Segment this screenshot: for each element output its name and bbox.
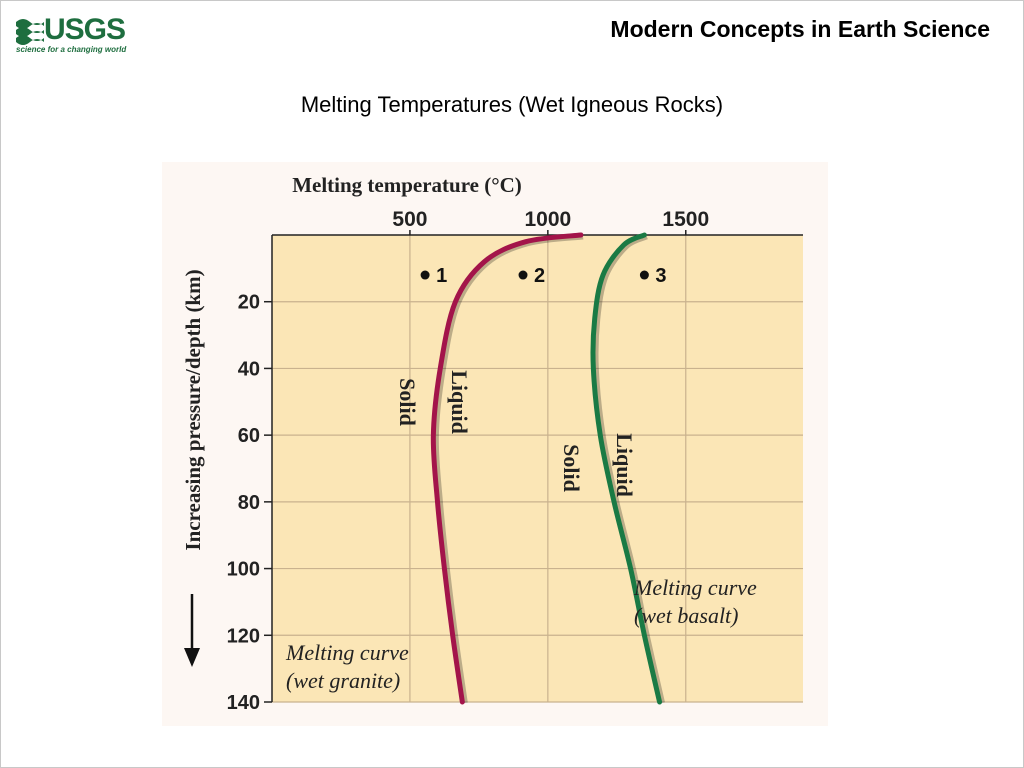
y-tick-label: 80 bbox=[238, 492, 260, 514]
y-axis-title: Increasing pressure/depth (km) bbox=[181, 269, 205, 550]
curve-label-line1: Melting curve bbox=[633, 575, 757, 600]
usgs-logo-tagline: science for a changing world bbox=[16, 45, 127, 54]
usgs-wave-icon bbox=[16, 19, 44, 45]
curve-label-line1: Melting curve bbox=[285, 640, 409, 665]
x-tick-label: 500 bbox=[392, 208, 427, 231]
solid-label: Solid bbox=[559, 444, 584, 492]
series-line-1 bbox=[590, 232, 663, 705]
y-tick-label: 40 bbox=[238, 358, 260, 380]
slide-title: Melting Temperatures (Wet Igneous Rocks) bbox=[300, 92, 724, 117]
y-tick-label: 60 bbox=[238, 425, 260, 447]
liquid-label: Liquid bbox=[612, 433, 637, 497]
usgs-logo-text: USGS bbox=[44, 13, 126, 46]
header-title: Modern Concepts in Earth Science bbox=[610, 16, 990, 42]
x-axis-title: Melting temperature (°C) bbox=[292, 173, 522, 197]
chart-figure: Melting temperature (°C) 500 1000 1500 20 40 6… bbox=[162, 162, 828, 726]
data-point-label: 3 bbox=[655, 265, 666, 287]
x-tick-label: 1500 bbox=[662, 208, 709, 231]
series-line-0 bbox=[430, 232, 584, 705]
solid-label: Solid bbox=[395, 378, 420, 426]
y-tick-label: 120 bbox=[227, 625, 260, 647]
data-point bbox=[518, 270, 528, 280]
y-tick-label: 140 bbox=[227, 692, 260, 714]
usgs-logo: USGS science for a changing world bbox=[16, 14, 126, 58]
data-point bbox=[639, 270, 649, 280]
liquid-label: Liquid bbox=[447, 370, 472, 434]
data-point-label: 1 bbox=[436, 265, 447, 287]
data-point-label: 2 bbox=[534, 265, 545, 287]
data-point bbox=[420, 270, 430, 280]
y-tick-label: 100 bbox=[227, 559, 260, 581]
curve-label-line2: (wet granite) bbox=[286, 668, 400, 693]
x-tick-label: 1000 bbox=[524, 208, 571, 231]
curve-label-line2: (wet basalt) bbox=[634, 603, 739, 628]
melting-chart: Melting temperature (°C) 500 1000 1500 20 40 6… bbox=[181, 173, 803, 714]
y-tick-label: 20 bbox=[238, 292, 260, 314]
plot-area bbox=[272, 235, 803, 702]
depth-arrow-head bbox=[184, 648, 200, 667]
